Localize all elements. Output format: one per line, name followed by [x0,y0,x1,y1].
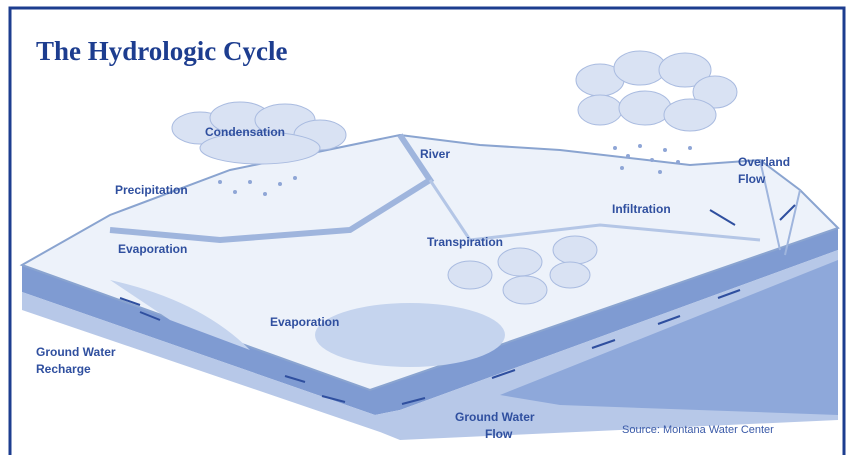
diagram-label: Condensation [205,125,285,139]
diagram-label: Flow [738,172,766,186]
diagram-label: Precipitation [115,183,188,197]
diagram-label: Evaporation [118,242,187,256]
diagram-label: Ground Water [455,410,535,424]
lake [315,303,505,367]
title: The Hydrologic Cycle [36,36,287,66]
diagram-label: Transpiration [427,235,503,249]
source: Source: Montana Water Center [622,424,774,436]
diagram-label: River [420,147,450,161]
diagram-label: Ground Water [36,345,116,359]
diagram-label: Infiltration [612,202,671,216]
diagram-label: Evaporation [270,315,339,329]
diagram-label: Flow [485,427,513,441]
hydrologic-cycle-diagram: The Hydrologic Cycle C [0,0,854,455]
diagram-label: Overland [738,155,790,169]
diagram-label: Recharge [36,362,91,376]
